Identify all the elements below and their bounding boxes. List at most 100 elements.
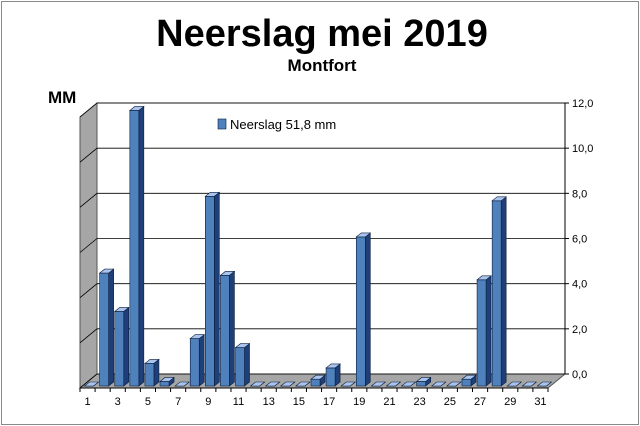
x-tick-label: 7 [175,396,181,408]
y-tick-label: 8,0 [572,188,587,200]
bar-25 [446,381,462,387]
bar-top [370,381,387,387]
x-tick-label: 13 [263,396,275,408]
bar-top [204,192,221,197]
bar-top [189,334,206,339]
x-tick-label: 27 [474,396,486,408]
bar-18 [340,381,357,387]
bar-top [234,343,251,348]
bar-top [491,196,508,202]
bar-20 [370,381,387,387]
bar-front [491,200,502,387]
bar-front [205,196,215,387]
bar-30 [521,381,538,387]
bar-front [476,279,487,387]
bar-2 [98,268,115,387]
bar-21 [385,381,402,387]
y-tick-label: 4,0 [572,279,587,291]
bar-top [476,275,492,281]
bar-6 [159,376,175,387]
legend: Neerslag 51,8 mm [217,117,336,132]
y-tick-label: 6,0 [572,234,587,246]
bar-front [189,338,200,387]
bar-top [310,374,326,380]
gridline [79,283,565,298]
gridline [79,328,565,344]
bar-12 [249,381,266,387]
y-tick-label: 0,0 [572,369,587,381]
bar-10 [219,270,236,387]
x-tick-label: 11 [233,396,244,408]
gridline [79,192,565,208]
bar-22 [400,381,417,387]
bar-top [325,363,341,369]
bar-top [295,381,311,387]
bar-5 [144,358,160,387]
x-tick-label: 3 [115,396,121,408]
x-tick-label: 1 [84,396,90,408]
gridline [79,147,565,163]
bar-top [430,381,447,387]
bar-front [416,381,426,387]
bar-27 [476,275,492,387]
x-tick-label: 15 [293,396,305,408]
chart-subtitle: Montfort [287,56,357,75]
x-tick-label: 21 [383,396,395,408]
x-tick-label: 9 [205,396,211,408]
bar-top [506,381,523,387]
y-axis-unit-label: MM [48,88,77,107]
bar-front [325,367,336,387]
bar-top [279,381,296,387]
bar-side [229,270,235,387]
x-tick-label: 23 [414,396,426,408]
gridline [79,102,565,118]
bar-9 [204,191,221,387]
bar-front [235,347,245,387]
bar-top [461,374,477,380]
bar-top [174,381,190,387]
bar-side [153,358,160,387]
bar-top [98,268,115,274]
bar-front [99,272,109,387]
bar-side [244,342,250,387]
bar-11 [234,342,251,387]
bar-side [485,275,492,387]
bar-front [310,378,321,387]
x-tick-label: 29 [504,396,516,408]
bar-29 [506,381,523,387]
bar-13 [264,381,281,387]
bar-side [198,333,205,387]
bar-top [144,359,160,364]
bar-top [415,377,432,382]
x-tick-label: 31 [534,396,546,408]
y-tick-label: 12,0 [572,98,593,110]
bar-front [144,363,155,387]
bar-top [159,377,175,382]
bar-side [123,306,130,387]
bar-top [113,307,130,312]
gridline [79,373,565,389]
bar-front [355,236,366,387]
bar-front [129,110,140,387]
bar-8 [189,333,206,387]
bar-front [220,275,230,387]
bar-7 [174,381,190,387]
y-tick-label: 2,0 [572,324,587,336]
bar-4 [128,105,145,387]
bar-16 [310,374,326,387]
bar-31 [536,381,553,387]
bar-top [446,381,462,387]
bar-1 [83,381,100,387]
bar-3 [113,306,130,387]
x-tick-label: 19 [353,396,365,408]
bar-side [214,191,220,387]
bar-top [219,271,236,276]
gridline [79,238,565,253]
legend-label: Neerslag 51,8 mm [230,117,336,132]
bar-side [138,105,145,387]
x-tick-label: 5 [145,396,151,408]
y-tick-label: 10,0 [572,143,593,155]
bar-side [108,268,114,387]
bar-top [249,381,266,387]
